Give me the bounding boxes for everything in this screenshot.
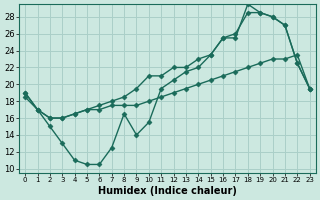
- X-axis label: Humidex (Indice chaleur): Humidex (Indice chaleur): [98, 186, 237, 196]
